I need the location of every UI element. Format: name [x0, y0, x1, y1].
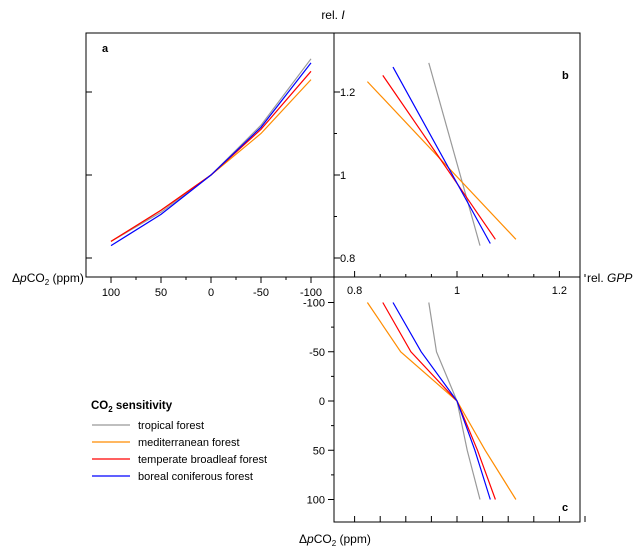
panel-a-line-boreal: [110, 62, 312, 247]
series-lines: [110, 58, 517, 500]
tick-labels: 100 50 0 -50 -100 0.8 1 1.2 0.8 1 1.2 -100 -50 0 50 100: [102, 87, 567, 507]
gpp-x-tick-label: 1.2: [552, 285, 567, 297]
panel-b-line-boreal: [392, 66, 491, 244]
gpp-x-tick-label: 1: [454, 285, 460, 297]
panel-b-line-temperate: [382, 75, 496, 240]
top-axis-title: rel. I: [321, 8, 345, 22]
axis-ticks: [86, 91, 586, 522]
panel-a-letter: a: [102, 43, 109, 55]
panel-c-line-mediterranean: [366, 302, 517, 500]
panel-c-y-tick-label: -50: [309, 347, 325, 359]
panel-b-y-tick-label: 1: [340, 170, 346, 182]
bottom-axis-title: ΔpCO2 (ppm): [299, 532, 371, 547]
panel-c-line-tropical: [428, 302, 481, 500]
panel-b-frame: [333, 32, 581, 278]
panel-a-x-tick-label: 50: [155, 287, 167, 299]
panel-c-line-temperate: [382, 302, 496, 500]
legend-label-mediterranean: mediterranean forest: [138, 437, 240, 449]
panel-a-x-tick-label: 0: [208, 287, 214, 299]
panel-b-letter: b: [562, 70, 569, 82]
legend: CO2 sensitivity tropical forest mediterr…: [91, 400, 267, 483]
legend-title: CO2 sensitivity: [91, 400, 173, 414]
legend-label-tropical: tropical forest: [138, 420, 204, 432]
panel-c-line-boreal: [392, 302, 491, 500]
legend-label-boreal: boreal coniferous forest: [138, 471, 253, 483]
panel-c-letter: c: [562, 502, 568, 514]
panel-c-y-tick-label: 100: [307, 495, 325, 507]
left-axis-title: ΔpCO2 (ppm): [12, 271, 84, 287]
panel-c-y-tick-label: -100: [303, 298, 325, 310]
panel-a-x-tick-label: 100: [102, 287, 120, 299]
panel-a-frame: [85, 32, 335, 278]
panel-a-line-temperate: [110, 70, 312, 242]
right-axis-title: rel. GPP: [587, 271, 632, 285]
panel-b-y-tick-label: 0.8: [340, 253, 355, 265]
panel-a-x-tick-label: -50: [253, 287, 269, 299]
panel-a-line-tropical: [110, 58, 312, 242]
gpp-x-tick-label: 0.8: [347, 285, 362, 297]
panel-c-y-tick-label: 50: [313, 445, 325, 457]
panel-b-y-tick-label: 1.2: [340, 87, 355, 99]
legend-label-temperate: temperate broadleaf forest: [138, 454, 267, 466]
panel-c-y-tick-label: 0: [319, 396, 325, 408]
panel-b-line-tropical: [428, 62, 481, 246]
panel-a-line-mediterranean: [110, 79, 312, 242]
panel-a-x-tick-label: -100: [300, 287, 322, 299]
